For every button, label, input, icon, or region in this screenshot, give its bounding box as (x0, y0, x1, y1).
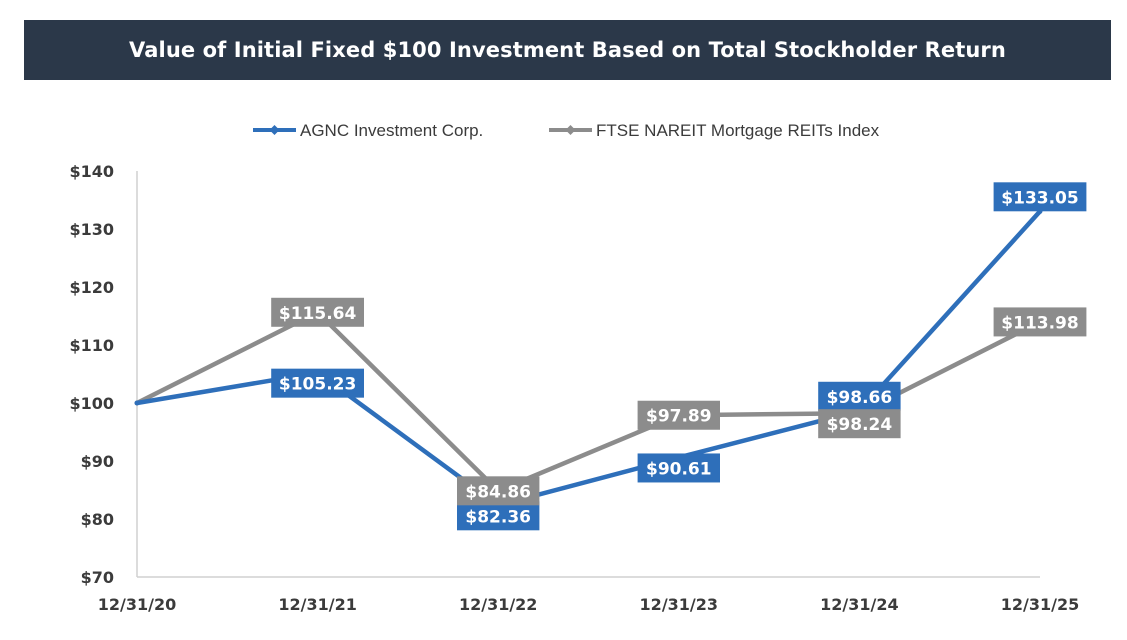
x-tick-label: 12/31/21 (278, 595, 356, 614)
data-label-box (271, 368, 364, 398)
y-tick-label: $130 (69, 220, 114, 239)
data-label-box (457, 476, 540, 506)
y-tick-label: $100 (69, 394, 114, 413)
data-label: $115.64 (279, 304, 357, 324)
x-tick-label: 12/31/20 (98, 595, 176, 614)
x-tick-label: 12/31/24 (820, 595, 898, 614)
y-tick-label: $110 (69, 336, 114, 355)
data-point (134, 400, 140, 406)
legend-marker-diamond-icon (269, 125, 280, 135)
legend-label: AGNC Investment Corp. (300, 121, 483, 140)
y-tick-label: $90 (81, 452, 114, 471)
y-tick-label: $140 (69, 162, 114, 181)
data-label-box (271, 297, 364, 327)
data-label: $84.86 (465, 482, 531, 502)
x-tick-label: 12/31/22 (459, 595, 537, 614)
data-label: $90.61 (646, 459, 712, 479)
data-label-box (457, 501, 540, 531)
data-label-box (818, 409, 901, 439)
data-label-box (993, 182, 1087, 212)
data-label: $98.24 (827, 415, 893, 435)
data-label: $113.98 (1001, 313, 1078, 333)
legend-label: FTSE NAREIT Mortgage REITs Index (596, 121, 880, 140)
y-tick-label: $70 (81, 568, 114, 587)
y-tick-label: $120 (69, 278, 114, 297)
data-label: $98.66 (827, 388, 893, 408)
x-tick-label: 12/31/25 (1001, 595, 1079, 614)
y-tick-label: $80 (81, 510, 114, 529)
data-label-box (637, 400, 720, 430)
legend-marker-diamond-icon (565, 125, 576, 135)
data-label: $97.89 (646, 407, 712, 427)
series-line (135, 310, 1042, 494)
data-label-box (637, 453, 720, 483)
x-tick-label: 12/31/23 (640, 595, 718, 614)
data-label: $105.23 (279, 375, 356, 395)
data-label-box (993, 307, 1087, 337)
data-label: $133.05 (1001, 188, 1078, 208)
chart-title: Value of Initial Fixed $100 Investment B… (129, 38, 1006, 62)
series-line (136, 209, 1042, 508)
chart-title-bar: Value of Initial Fixed $100 Investment B… (24, 20, 1111, 80)
data-label: $82.36 (465, 507, 531, 527)
data-label-box (818, 381, 901, 411)
